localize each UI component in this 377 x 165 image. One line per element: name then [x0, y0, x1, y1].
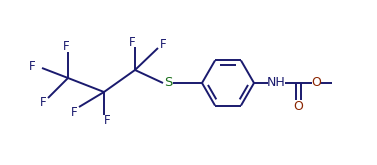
Text: F: F	[63, 39, 69, 52]
Text: F: F	[40, 96, 46, 109]
Text: O: O	[311, 77, 321, 89]
Text: NH: NH	[267, 77, 285, 89]
Text: F: F	[160, 37, 166, 50]
Text: S: S	[164, 77, 172, 89]
Text: O: O	[293, 100, 303, 114]
Text: F: F	[104, 114, 110, 127]
Text: F: F	[29, 60, 36, 72]
Text: F: F	[129, 35, 135, 49]
Text: F: F	[71, 105, 77, 118]
